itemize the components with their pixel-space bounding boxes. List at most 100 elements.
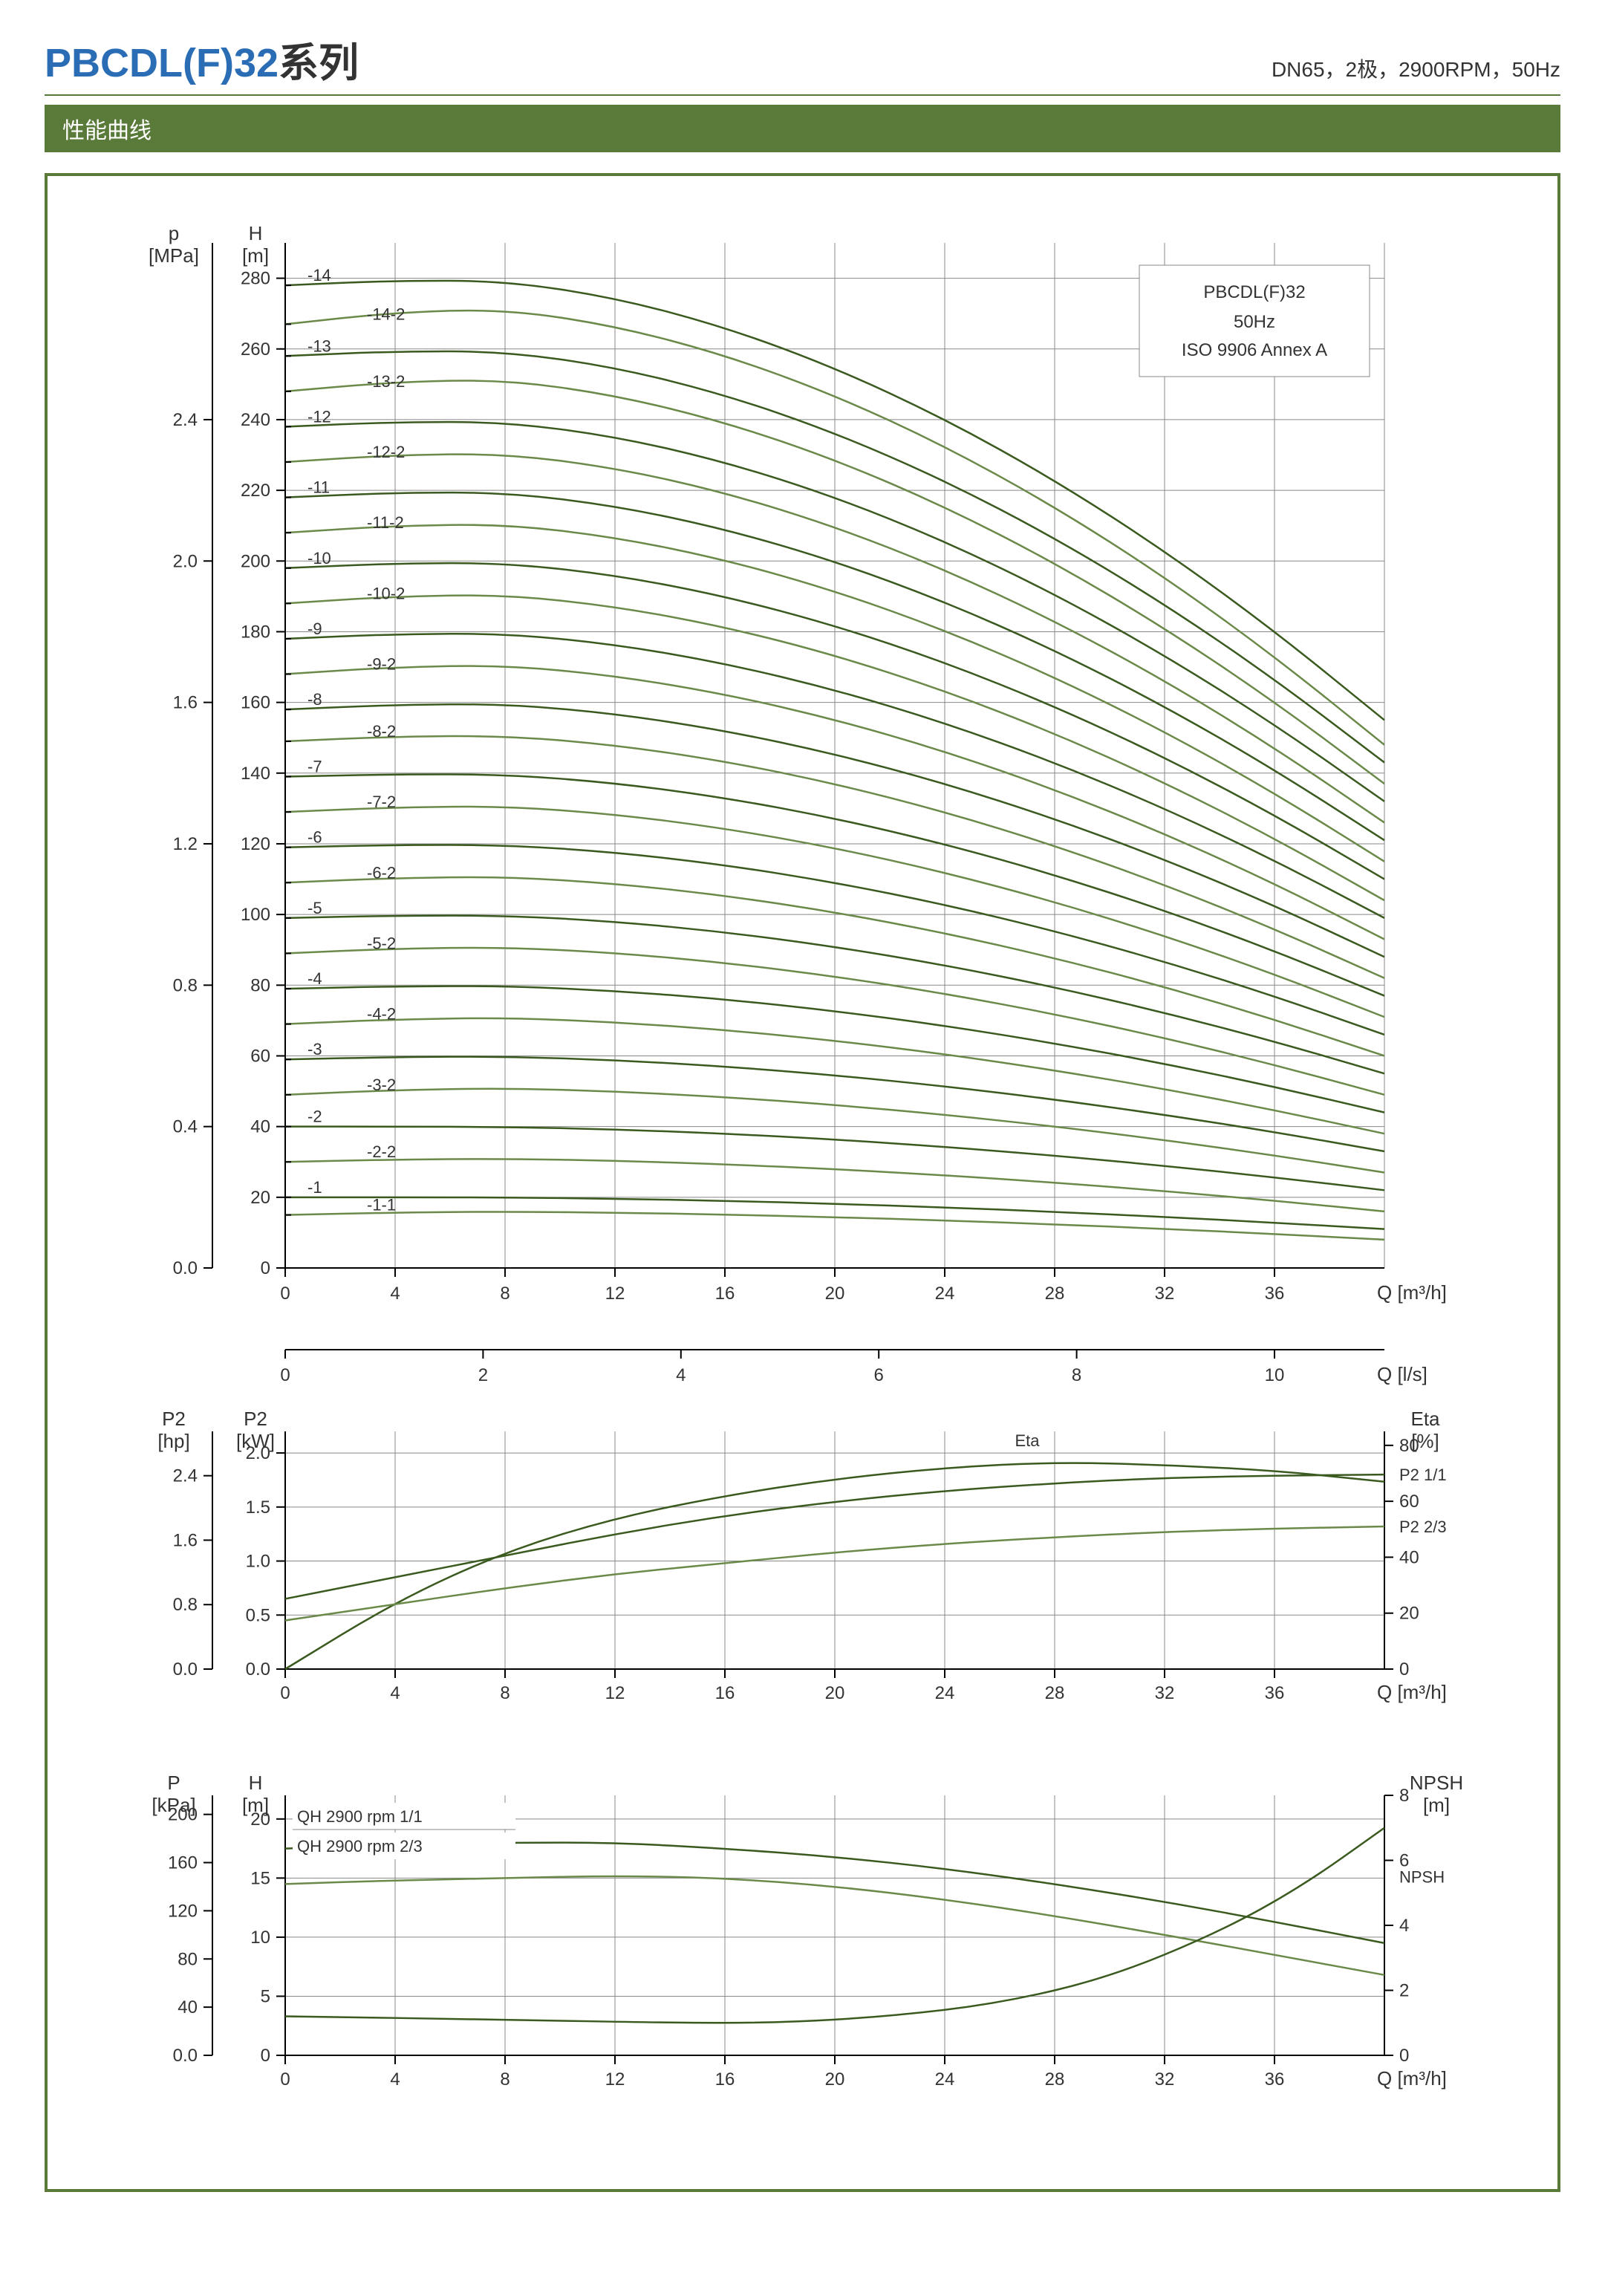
svg-text:-6: -6	[307, 828, 322, 847]
svg-text:160: 160	[241, 693, 270, 713]
svg-text:[m]: [m]	[242, 1794, 269, 1816]
spec-text: DN65，2极，2900RPM，50Hz	[1272, 53, 1560, 83]
svg-text:200: 200	[241, 551, 270, 571]
title-prefix: PBCDL(F)32	[45, 41, 279, 85]
svg-text:40: 40	[1399, 1547, 1419, 1567]
svg-text:[kW]: [kW]	[236, 1430, 275, 1452]
svg-text:36: 36	[1265, 2069, 1285, 2090]
svg-text:-11-2: -11-2	[367, 513, 404, 532]
svg-text:0: 0	[280, 1365, 290, 1385]
page-title: PBCDL(F)32系列	[45, 30, 359, 88]
svg-text:28: 28	[1045, 2069, 1065, 2090]
svg-text:4: 4	[390, 1284, 400, 1304]
svg-text:20: 20	[825, 1683, 845, 1703]
svg-text:0: 0	[261, 1258, 270, 1278]
svg-text:NPSH: NPSH	[1399, 1867, 1445, 1886]
svg-text:NPSH: NPSH	[1410, 1772, 1463, 1794]
svg-text:24: 24	[935, 1284, 955, 1304]
svg-text:60: 60	[1399, 1492, 1419, 1512]
svg-text:0.0: 0.0	[173, 2046, 198, 2066]
svg-text:160: 160	[168, 1853, 198, 1873]
npsh-chart: 04812162024283236051015200.0408012016020…	[152, 1772, 1463, 2090]
svg-text:8: 8	[1072, 1365, 1081, 1385]
svg-text:180: 180	[241, 622, 270, 642]
svg-text:20: 20	[825, 2069, 845, 2090]
svg-text:[kPa]: [kPa]	[152, 1794, 195, 1816]
svg-text:36: 36	[1265, 1683, 1285, 1703]
svg-text:[m]: [m]	[242, 244, 269, 267]
svg-text:0.0: 0.0	[173, 1258, 198, 1278]
svg-text:-7: -7	[307, 758, 322, 776]
svg-text:-8: -8	[307, 690, 322, 709]
svg-text:QH 2900 rpm 2/3: QH 2900 rpm 2/3	[297, 1837, 423, 1856]
svg-text:32: 32	[1155, 2069, 1175, 2090]
svg-text:Eta: Eta	[1015, 1431, 1040, 1450]
svg-text:2.4: 2.4	[173, 410, 198, 430]
svg-text:-5-2: -5-2	[367, 934, 396, 952]
svg-text:0.0: 0.0	[173, 1659, 198, 1679]
svg-text:6: 6	[874, 1365, 884, 1385]
svg-text:p: p	[169, 222, 179, 244]
svg-text:0.8: 0.8	[173, 975, 198, 995]
svg-text:[%]: [%]	[1411, 1430, 1439, 1452]
svg-text:2.0: 2.0	[173, 551, 198, 571]
svg-text:60: 60	[250, 1046, 270, 1066]
svg-text:QH 2900 rpm 1/1: QH 2900 rpm 1/1	[297, 1807, 423, 1826]
svg-text:0: 0	[1399, 2046, 1409, 2066]
svg-text:H: H	[249, 1772, 263, 1794]
svg-text:120: 120	[241, 834, 270, 854]
svg-text:5: 5	[261, 1986, 270, 2006]
svg-text:P2 2/3: P2 2/3	[1399, 1518, 1447, 1536]
svg-text:12: 12	[605, 1683, 625, 1703]
svg-text:0.8: 0.8	[173, 1595, 198, 1615]
svg-text:1.0: 1.0	[246, 1552, 270, 1572]
svg-text:0.4: 0.4	[173, 1117, 198, 1137]
svg-text:220: 220	[241, 481, 270, 501]
svg-text:[MPa]: [MPa]	[149, 244, 199, 267]
svg-text:PBCDL(F)32: PBCDL(F)32	[1203, 282, 1305, 302]
svg-text:-9-2: -9-2	[367, 655, 396, 674]
svg-text:16: 16	[715, 1284, 735, 1304]
svg-text:16: 16	[715, 2069, 735, 2090]
svg-text:2: 2	[1399, 1981, 1409, 2001]
svg-text:8: 8	[1399, 1786, 1409, 1806]
power-eta-chart: 048121620242832360.00.51.01.52.00.00.81.…	[157, 1408, 1447, 1703]
svg-text:12: 12	[605, 2069, 625, 2090]
svg-text:20: 20	[250, 1188, 270, 1208]
svg-text:-13-2: -13-2	[367, 372, 405, 391]
svg-text:-4: -4	[307, 969, 322, 988]
svg-text:Eta: Eta	[1410, 1408, 1440, 1430]
svg-text:1.2: 1.2	[173, 834, 198, 854]
svg-text:16: 16	[715, 1683, 735, 1703]
svg-text:-12: -12	[307, 407, 331, 426]
svg-text:1.6: 1.6	[173, 1530, 198, 1550]
svg-text:260: 260	[241, 339, 270, 360]
svg-text:28: 28	[1045, 1683, 1065, 1703]
svg-text:0.0: 0.0	[246, 1659, 270, 1679]
svg-text:-1-1: -1-1	[367, 1196, 396, 1214]
svg-text:Q [m³/h]: Q [m³/h]	[1377, 1681, 1447, 1703]
svg-text:-2-2: -2-2	[367, 1142, 396, 1161]
svg-text:2.4: 2.4	[173, 1466, 198, 1486]
svg-text:32: 32	[1155, 1284, 1175, 1304]
svg-text:-13: -13	[307, 336, 331, 355]
svg-text:[m]: [m]	[1423, 1794, 1450, 1816]
svg-text:P2: P2	[244, 1408, 267, 1430]
svg-text:140: 140	[241, 764, 270, 784]
svg-text:0: 0	[280, 1683, 290, 1703]
performance-charts-svg: 0481216202428323602040608010012014016018…	[77, 213, 1503, 2159]
svg-text:32: 32	[1155, 1683, 1175, 1703]
svg-text:1.6: 1.6	[173, 693, 198, 713]
svg-text:12: 12	[605, 1284, 625, 1304]
svg-text:-7-2: -7-2	[367, 793, 396, 811]
svg-text:40: 40	[250, 1117, 270, 1137]
svg-text:P: P	[167, 1772, 180, 1794]
svg-text:-10-2: -10-2	[367, 584, 405, 602]
svg-text:H: H	[249, 222, 263, 244]
svg-text:-9: -9	[307, 619, 322, 638]
svg-text:-3-2: -3-2	[367, 1076, 396, 1094]
svg-text:-6-2: -6-2	[367, 863, 396, 882]
svg-text:-2: -2	[307, 1108, 322, 1126]
svg-text:Q [m³/h]: Q [m³/h]	[1377, 2067, 1447, 2090]
svg-text:P2: P2	[162, 1408, 186, 1430]
